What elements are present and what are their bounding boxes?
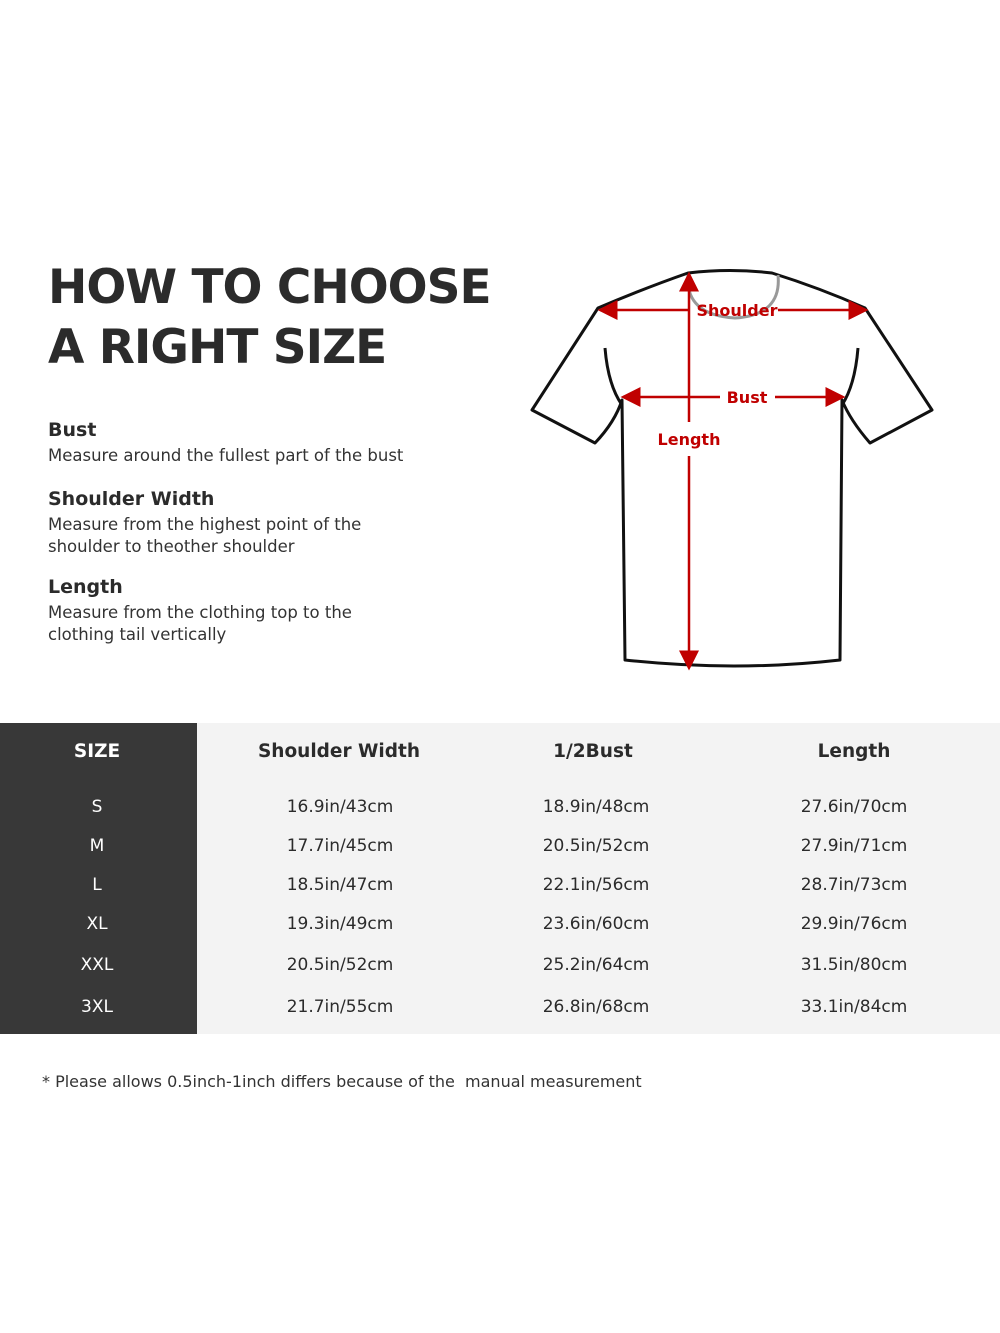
definition-term: Bust bbox=[48, 419, 97, 441]
title-line-2: A RIGHT SIZE bbox=[48, 320, 387, 375]
size-column: SIZE S M L XL XXL 3XL bbox=[0, 723, 197, 1034]
size-cell: M bbox=[89, 836, 105, 856]
size-cell: L bbox=[92, 875, 102, 895]
definition-description: Measure from the clothing top to the clot… bbox=[48, 602, 468, 646]
definition-shoulder-width: Shoulder Width Measure from the highest … bbox=[48, 486, 468, 558]
table-cell: 20.5in/52cm bbox=[286, 955, 394, 975]
description-line: shoulder to theother shoulder bbox=[48, 537, 295, 556]
definition-length: Length Measure from the clothing top to … bbox=[48, 574, 468, 646]
definition-description: Measure around the fullest part of the b… bbox=[48, 446, 404, 465]
table-cell: 29.9in/76cm bbox=[800, 914, 908, 934]
tshirt-collar bbox=[686, 274, 780, 320]
shoulder-label: Shoulder bbox=[697, 301, 778, 320]
table-cell: 16.9in/43cm bbox=[286, 797, 394, 817]
table-cell: 23.6in/60cm bbox=[542, 914, 650, 934]
table-cell: 25.2in/64cm bbox=[542, 955, 650, 975]
table-cell: 18.5in/47cm bbox=[286, 875, 394, 895]
header-length: Length bbox=[817, 741, 891, 762]
table-cell: 26.8in/68cm bbox=[542, 997, 650, 1017]
definition-term: Shoulder Width bbox=[48, 488, 215, 510]
table-cell: 20.5in/52cm bbox=[542, 836, 650, 856]
header-half-bust: 1/2Bust bbox=[553, 741, 633, 762]
description-line: Measure from the clothing top to the bbox=[48, 603, 352, 622]
measurement-note: * Please allows 0.5inch-1inch differs be… bbox=[42, 1072, 642, 1091]
table-cell: 19.3in/49cm bbox=[286, 914, 394, 934]
header-size: SIZE bbox=[73, 741, 121, 762]
page-title: HOW TO CHOOSE A RIGHT SIZE bbox=[48, 258, 492, 378]
size-cell: S bbox=[91, 797, 103, 817]
tshirt-diagram: Shoulder Bust Length bbox=[530, 269, 934, 671]
header-shoulder-width: Shoulder Width bbox=[257, 741, 421, 762]
definition-description: Measure from the highest point of the sho… bbox=[48, 514, 468, 558]
tshirt-outline bbox=[530, 269, 934, 668]
definition-term: Length bbox=[48, 576, 123, 598]
bust-label: Bust bbox=[727, 388, 768, 407]
table-cell: 31.5in/80cm bbox=[800, 955, 908, 975]
length-label: Length bbox=[658, 430, 721, 449]
table-cell: 17.7in/45cm bbox=[286, 836, 394, 856]
title-line-1: HOW TO CHOOSE bbox=[48, 260, 492, 315]
tshirt-armhole-left bbox=[603, 347, 624, 406]
table-cell: 22.1in/56cm bbox=[542, 875, 650, 895]
table-cell: 27.6in/70cm bbox=[800, 797, 908, 817]
table-cell: 27.9in/71cm bbox=[800, 836, 908, 856]
description-line: Measure from the highest point of the bbox=[48, 515, 362, 534]
description-line: clothing tail vertically bbox=[48, 625, 227, 644]
table-cell: 33.1in/84cm bbox=[800, 997, 908, 1017]
size-table: SIZE S M L XL XXL 3XL Shoulder Width 1/2… bbox=[0, 723, 1000, 1034]
table-cell: 28.7in/73cm bbox=[800, 875, 908, 895]
size-cell: XXL bbox=[80, 955, 114, 975]
table-cell: 21.7in/55cm bbox=[286, 997, 394, 1017]
definition-bust: Bust Measure around the fullest part of … bbox=[48, 417, 468, 467]
size-cell: XL bbox=[86, 914, 108, 934]
size-cell: 3XL bbox=[81, 997, 113, 1017]
table-cell: 18.9in/48cm bbox=[542, 797, 650, 817]
